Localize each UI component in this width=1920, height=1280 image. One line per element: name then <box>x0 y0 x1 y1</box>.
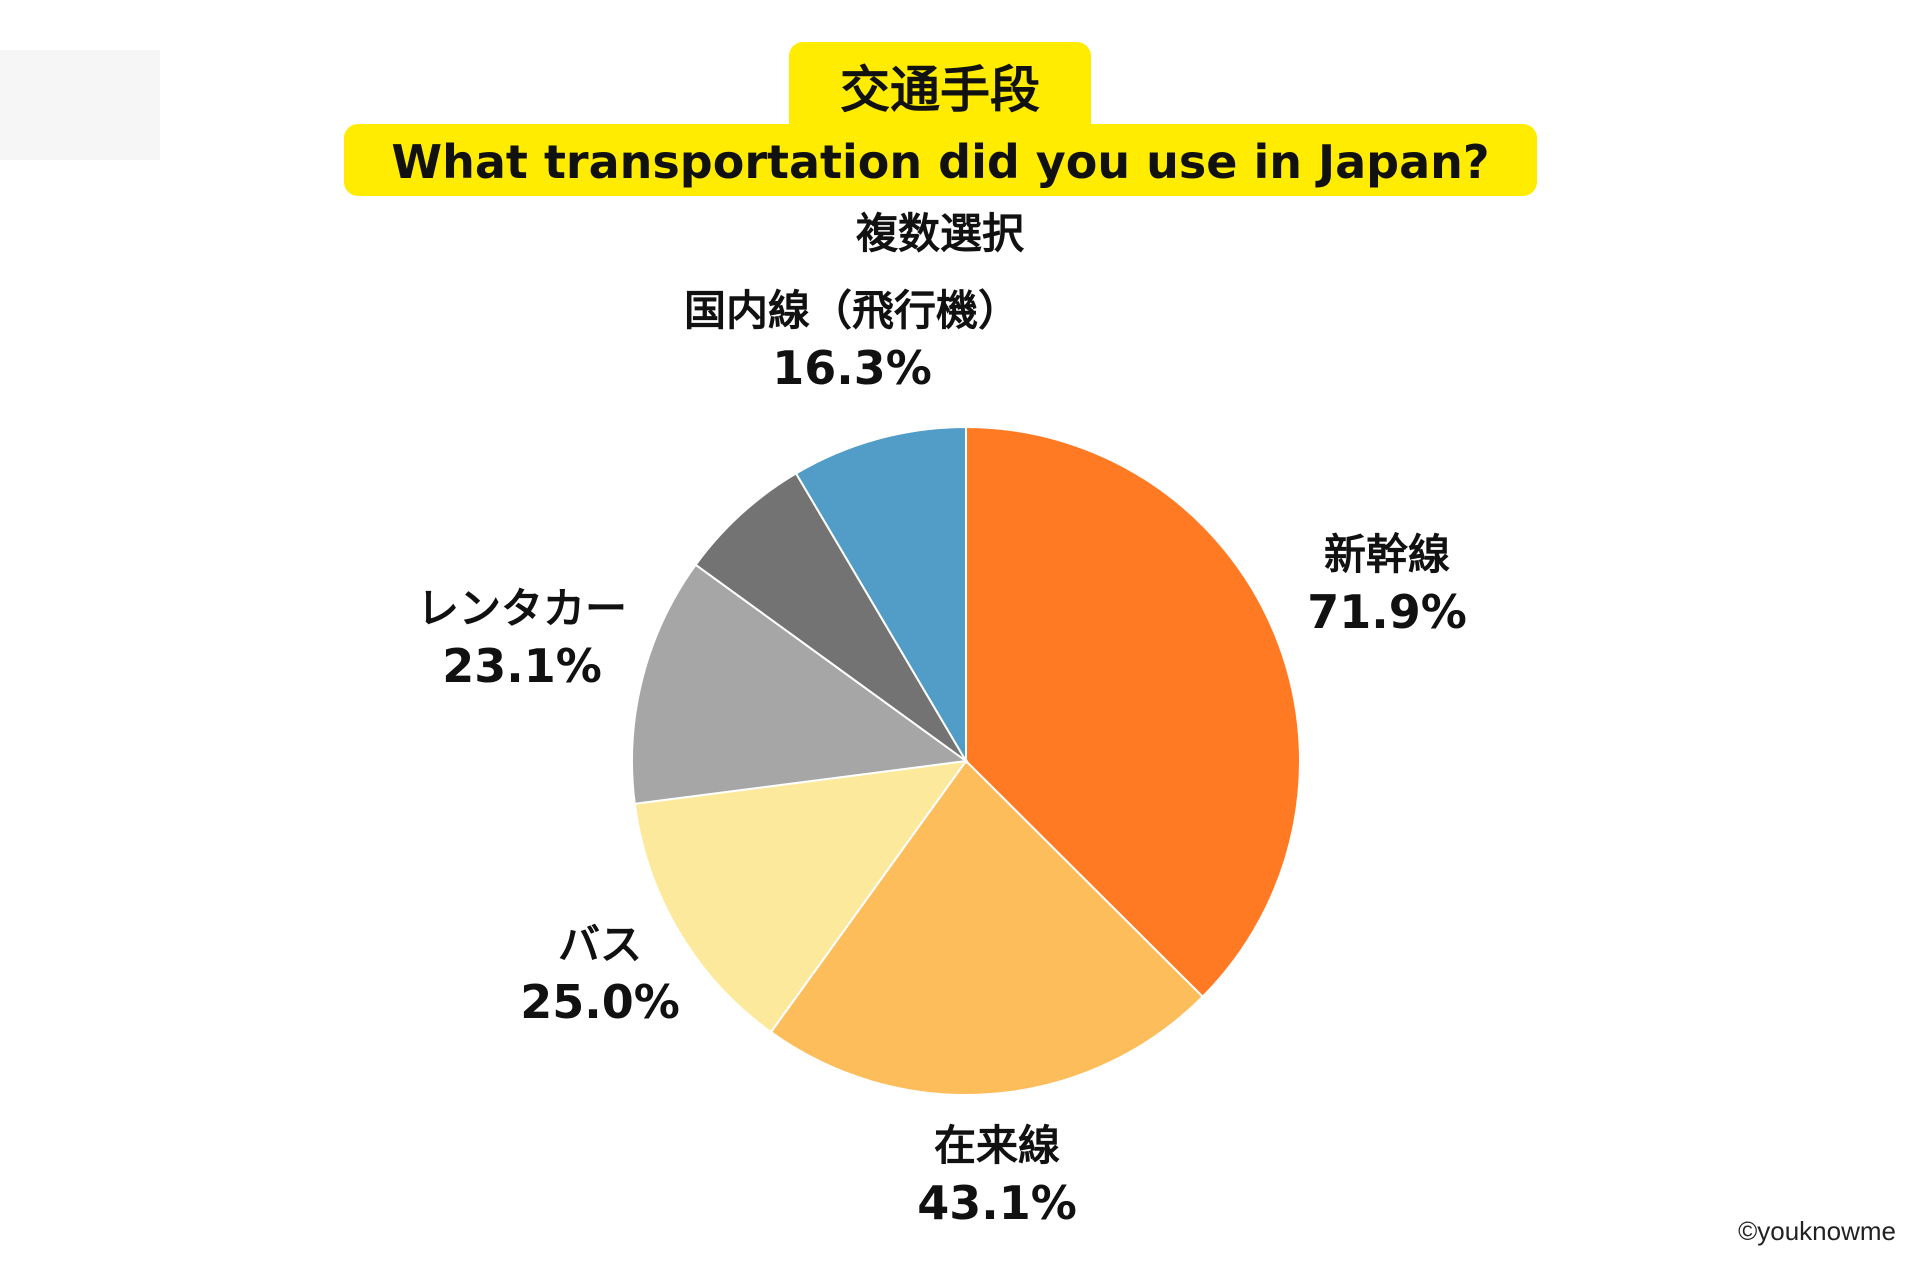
pie-slice-domestic-flight <box>794 425 967 765</box>
slice-label-value: 25.0% <box>520 975 680 1029</box>
slice-label-text: 在来線 <box>933 1121 1060 1170</box>
slice-label-value: 23.1% <box>442 639 602 693</box>
title-highlight-jp <box>789 42 1091 138</box>
slice-label-value: 16.3% <box>772 341 932 395</box>
pie-slice-zairaisen <box>769 759 1205 1096</box>
pie-slice-rental-car <box>631 563 969 805</box>
pie-slice-bus <box>633 759 969 1034</box>
slice-label-value: 43.1% <box>917 1176 1077 1230</box>
multiple-choice-note: 複数選択 <box>855 209 1024 258</box>
pie-slice-shinkansen <box>965 425 1301 999</box>
slice-label-text: バス <box>557 920 642 969</box>
slice-label-zairaisen: 在来線 43.1% <box>787 1119 1207 1233</box>
chart-title-english: What transportation did you use in Japan… <box>391 135 1490 189</box>
slice-label-domestic-flight: 国内線（飛行機） 16.3% <box>642 284 1062 398</box>
corner-artifact <box>0 50 160 160</box>
slice-label-text: レンタカー <box>416 584 627 633</box>
title-highlight-en <box>344 124 1537 196</box>
copyright-notice: ©youknowme <box>1738 1216 1896 1246</box>
slice-label-text: 国内線（飛行機） <box>683 286 1020 335</box>
slice-label-bus: バス 25.0% <box>390 918 810 1032</box>
pie-slice-other <box>694 472 967 762</box>
chart-title: 交通手段 <box>840 61 1040 119</box>
slice-label-value: 71.9% <box>1307 585 1467 639</box>
slice-label-shinkansen: 新幹線 71.9% <box>1177 528 1597 642</box>
slice-label-text: 新幹線 <box>1323 530 1450 579</box>
slice-label-rental-car: レンタカー 23.1% <box>312 582 732 696</box>
